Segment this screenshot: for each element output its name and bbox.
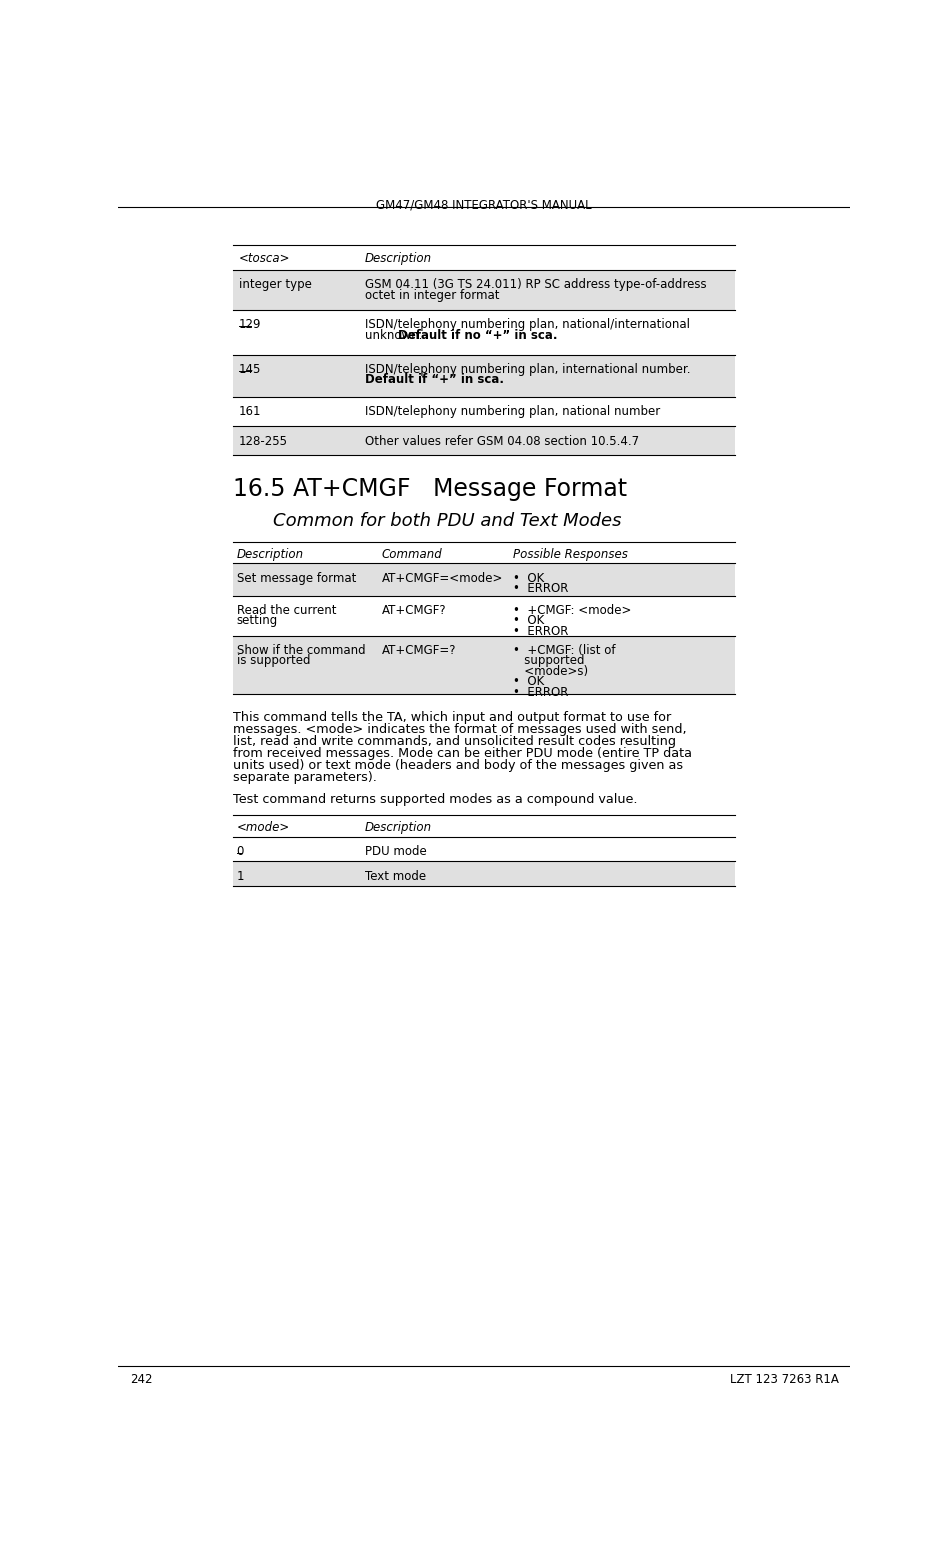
Text: unknown.: unknown. <box>364 328 425 342</box>
Text: Show if the command: Show if the command <box>236 644 365 658</box>
Text: 129: 129 <box>239 319 261 331</box>
Text: supported: supported <box>513 654 584 667</box>
Text: Read the current: Read the current <box>236 604 336 617</box>
Text: 242: 242 <box>129 1373 152 1385</box>
Text: Default if no “+” in sca.: Default if no “+” in sca. <box>398 328 557 342</box>
Text: Text mode: Text mode <box>364 870 425 883</box>
Text: integer type: integer type <box>239 278 312 291</box>
Text: messages. <mode> indicates the format of messages used with send,: messages. <mode> indicates the format of… <box>232 723 685 736</box>
Text: •  ERROR: • ERROR <box>513 583 568 595</box>
Text: units used) or text mode (headers and body of the messages given as: units used) or text mode (headers and bo… <box>232 759 683 772</box>
Text: setting: setting <box>236 614 278 628</box>
Text: Default if “+” in sca.: Default if “+” in sca. <box>364 373 503 386</box>
Bar <box>232 270 734 309</box>
Text: •  +CMGF: <mode>: • +CMGF: <mode> <box>513 604 632 617</box>
Text: Description: Description <box>364 251 431 266</box>
Bar <box>232 426 734 456</box>
Text: •  ERROR: • ERROR <box>513 686 568 698</box>
Text: Description: Description <box>236 548 304 561</box>
Text: •  OK: • OK <box>513 614 544 628</box>
Text: Command: Command <box>381 548 442 561</box>
Text: Test command returns supported modes as a compound value.: Test command returns supported modes as … <box>232 793 636 806</box>
Text: •  OK: • OK <box>513 675 544 689</box>
Bar <box>232 861 734 886</box>
Text: This command tells the TA, which input and output format to use for: This command tells the TA, which input a… <box>232 711 670 725</box>
Text: Set message format: Set message format <box>236 572 356 584</box>
Text: ISDN/telephony numbering plan, international number.: ISDN/telephony numbering plan, internati… <box>364 362 689 376</box>
Bar <box>232 355 734 397</box>
Text: 16.5 AT+CMGF   Message Format: 16.5 AT+CMGF Message Format <box>232 476 626 501</box>
Text: ISDN/telephony numbering plan, national number: ISDN/telephony numbering plan, national … <box>364 406 659 419</box>
Text: Common for both PDU and Text Modes: Common for both PDU and Text Modes <box>273 512 621 531</box>
Text: Description: Description <box>364 822 431 834</box>
Text: from received messages. Mode can be either PDU mode (entire TP data: from received messages. Mode can be eith… <box>232 747 691 759</box>
Text: <mode>: <mode> <box>236 822 290 834</box>
Text: •  OK: • OK <box>513 572 544 584</box>
Text: separate parameters).: separate parameters). <box>232 770 377 784</box>
Bar <box>232 636 734 694</box>
Text: 145: 145 <box>239 362 261 376</box>
Text: •  +CMGF: (list of: • +CMGF: (list of <box>513 644 615 658</box>
Text: <tosca>: <tosca> <box>239 251 290 266</box>
Text: octet in integer format: octet in integer format <box>364 289 498 301</box>
Text: 128-255: 128-255 <box>239 434 288 448</box>
Text: ISDN/telephony numbering plan, national/international: ISDN/telephony numbering plan, national/… <box>364 319 689 331</box>
Text: 0: 0 <box>236 845 244 858</box>
Text: AT+CMGF=<mode>: AT+CMGF=<mode> <box>381 572 502 584</box>
Text: 1: 1 <box>236 870 244 883</box>
Text: •  ERROR: • ERROR <box>513 625 568 637</box>
Text: is supported: is supported <box>236 654 310 667</box>
Text: AT+CMGF=?: AT+CMGF=? <box>381 644 456 658</box>
Text: 161: 161 <box>239 406 261 419</box>
Text: list, read and write commands, and unsolicited result codes resulting: list, read and write commands, and unsol… <box>232 734 675 748</box>
Text: PDU mode: PDU mode <box>364 845 426 858</box>
Text: AT+CMGF?: AT+CMGF? <box>381 604 446 617</box>
Text: GM47/GM48 INTEGRATOR'S MANUAL: GM47/GM48 INTEGRATOR'S MANUAL <box>376 198 591 211</box>
Text: Possible Responses: Possible Responses <box>513 548 628 561</box>
Text: LZT 123 7263 R1A: LZT 123 7263 R1A <box>729 1373 838 1385</box>
Text: Other values refer GSM 04.08 section 10.5.4.7: Other values refer GSM 04.08 section 10.… <box>364 434 638 448</box>
Text: GSM 04.11 (3G TS 24.011) RP SC address type-of-address: GSM 04.11 (3G TS 24.011) RP SC address t… <box>364 278 705 291</box>
Text: <mode>s): <mode>s) <box>513 665 588 678</box>
Bar <box>232 564 734 595</box>
